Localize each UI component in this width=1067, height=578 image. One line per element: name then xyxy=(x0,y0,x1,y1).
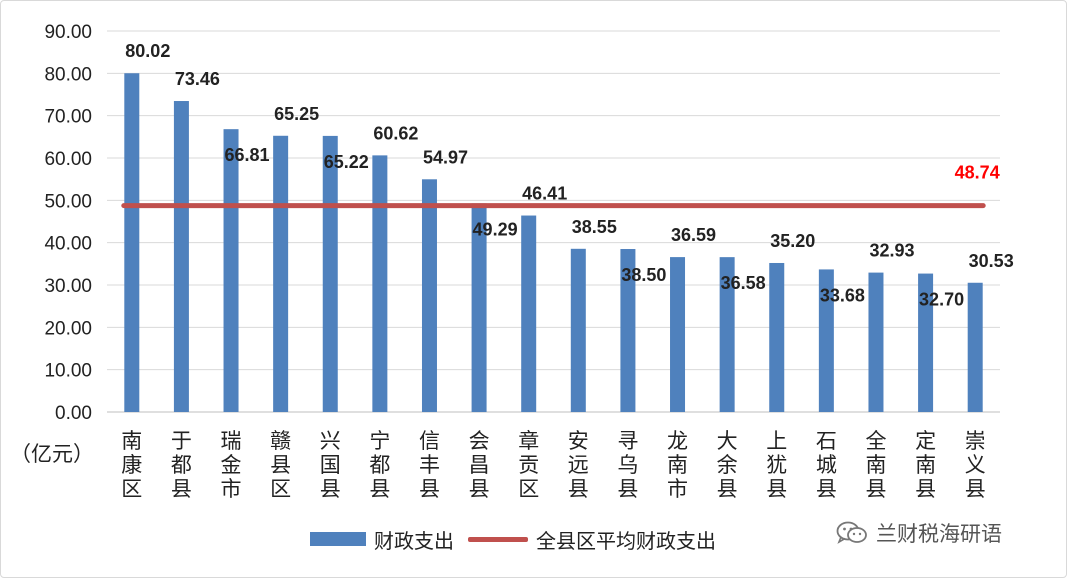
category-label: 上犹县 xyxy=(766,429,787,501)
wechat-icon xyxy=(836,521,867,544)
category-label: 赣县区 xyxy=(270,429,291,501)
category-label: 会昌县 xyxy=(469,429,490,501)
y-tick-label: 60.00 xyxy=(44,149,92,170)
bar xyxy=(471,203,487,412)
bar xyxy=(670,257,686,412)
category-label: 龙南市 xyxy=(667,429,688,501)
data-label: 35.20 xyxy=(770,231,815,251)
category-label: 兴国县 xyxy=(320,429,341,501)
bar xyxy=(620,249,636,412)
legend-item-line: 全县区平均财政支出 xyxy=(468,525,716,554)
watermark-text: 兰财税海研语 xyxy=(876,522,1002,546)
bar xyxy=(521,215,537,412)
data-label: 36.58 xyxy=(721,273,766,293)
y-tick-label: 70.00 xyxy=(44,107,92,128)
bar xyxy=(868,272,884,412)
bar xyxy=(124,73,140,413)
bar xyxy=(273,135,289,412)
data-label: 54.97 xyxy=(423,147,468,167)
category-label: 石城县 xyxy=(816,429,837,501)
y-tick-label: 40.00 xyxy=(44,234,92,255)
legend: 财政支出 全县区平均财政支出 xyxy=(310,524,730,554)
legend-line-label: 全县区平均财政支出 xyxy=(536,528,716,553)
category-label: 寻乌县 xyxy=(617,429,638,501)
data-label: 65.22 xyxy=(324,152,369,172)
y-tick-label: 10.00 xyxy=(44,361,92,382)
bar xyxy=(421,179,437,412)
data-label: 38.55 xyxy=(572,217,617,237)
category-label: 大余县 xyxy=(717,429,738,501)
category-label: 定南县 xyxy=(915,429,936,501)
bar xyxy=(967,282,983,412)
category-label: 安远县 xyxy=(568,429,589,501)
y-tick-label: 20.00 xyxy=(44,318,92,339)
average-value-label: 48.74 xyxy=(955,163,1000,183)
y-tick-label: 90.00 xyxy=(44,22,92,43)
data-label: 49.29 xyxy=(473,219,518,239)
data-label: 66.81 xyxy=(225,145,270,165)
watermark: 兰财税海研语 xyxy=(836,518,1002,548)
bar xyxy=(570,248,586,412)
bar xyxy=(322,135,338,413)
category-label: 章贡区 xyxy=(518,429,539,501)
y-tick-label: 30.00 xyxy=(44,276,92,297)
bar xyxy=(818,269,834,412)
category-label: 崇义县 xyxy=(965,429,986,501)
data-label: 65.25 xyxy=(274,104,319,124)
data-label: 60.62 xyxy=(373,123,418,143)
data-label: 30.53 xyxy=(969,251,1014,271)
legend-item-bar: 财政支出 xyxy=(310,525,454,554)
category-label: 南康区 xyxy=(121,429,142,501)
legend-bar-swatch xyxy=(310,532,366,546)
data-label: 73.46 xyxy=(175,69,220,89)
bar xyxy=(769,262,785,412)
data-label: 33.68 xyxy=(820,285,865,305)
bar xyxy=(223,129,239,412)
bar xyxy=(719,257,735,412)
category-label: 瑞金市 xyxy=(221,429,242,501)
category-label: 全南县 xyxy=(865,429,886,501)
y-tick-label: 50.00 xyxy=(44,191,92,212)
bar xyxy=(372,155,388,412)
bar xyxy=(173,101,189,412)
category-label: 宁都县 xyxy=(369,429,390,501)
data-label: 46.41 xyxy=(522,184,567,204)
legend-line-swatch xyxy=(468,536,528,542)
category-label: 于都县 xyxy=(171,429,192,501)
data-label: 36.59 xyxy=(671,225,716,245)
y-tick-label: 80.00 xyxy=(44,64,92,85)
category-label: 信丰县 xyxy=(419,429,440,501)
data-label: 32.93 xyxy=(869,241,914,261)
legend-bar-label: 财政支出 xyxy=(374,528,454,553)
data-label: 38.50 xyxy=(621,265,666,285)
data-label: 32.70 xyxy=(919,290,964,310)
bar xyxy=(918,273,934,412)
y-tick-label: 0.00 xyxy=(55,403,92,424)
data-label: 80.02 xyxy=(125,41,170,61)
y-axis-unit-label: （亿元） xyxy=(10,442,94,466)
